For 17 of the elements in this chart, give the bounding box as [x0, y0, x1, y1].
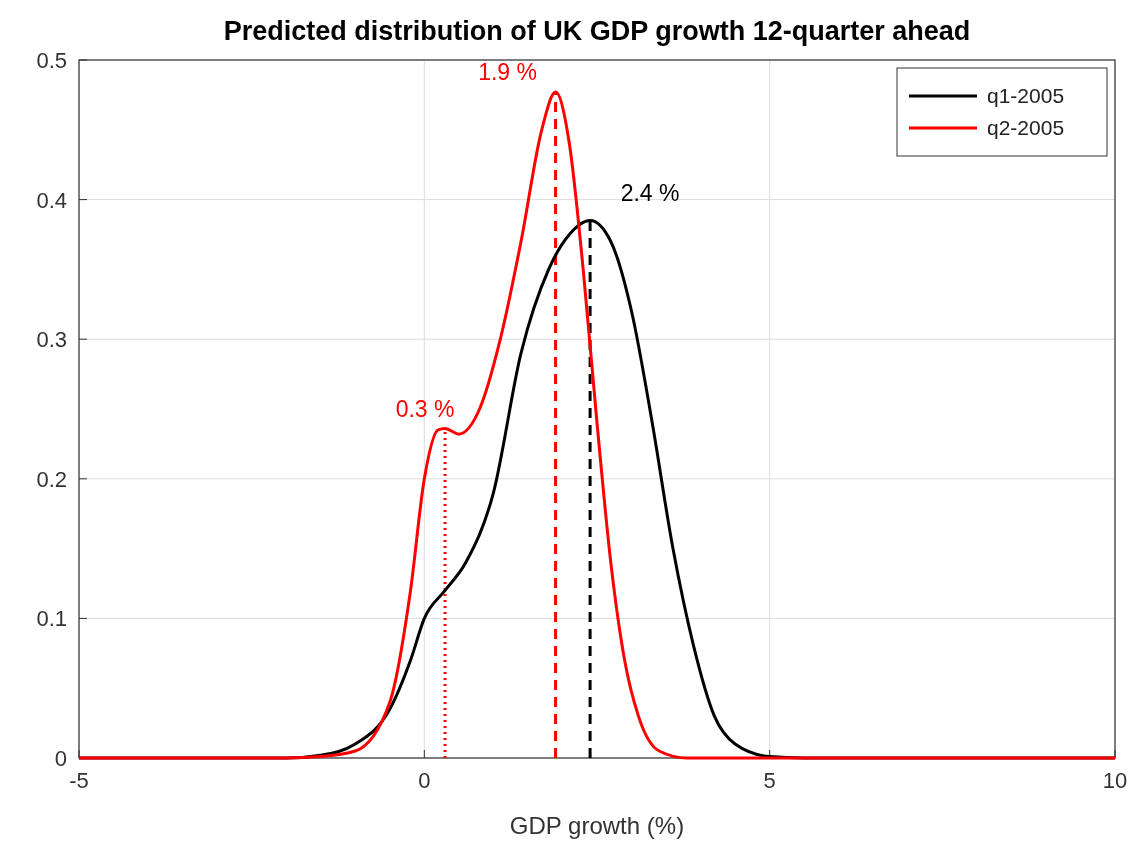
x-tick-label: -5 [69, 768, 89, 793]
y-tick-label: 0.4 [36, 187, 67, 213]
y-tick-label: 0.3 [36, 327, 67, 353]
ref-line-label: 2.4 % [620, 179, 680, 206]
x-tick-label: 10 [1102, 768, 1128, 793]
ref-line-label: 0.3 % [395, 395, 455, 422]
x-tick-label: 0 [418, 768, 431, 793]
y-tick-label: 0.1 [36, 606, 67, 632]
legend-label: q2-2005 [987, 116, 1065, 139]
chart-title: Predicted distribution of UK GDP growth 12-quarter ahead [223, 16, 971, 46]
y-tick-label: 0.5 [36, 48, 67, 73]
x-axis-title: GDP growth (%) [509, 812, 685, 839]
x-tick-label: 5 [763, 768, 776, 793]
y-tick-label: 0 [54, 746, 67, 771]
y-tick-label: 0.2 [36, 466, 67, 492]
legend-label: q1-2005 [987, 84, 1065, 107]
ref-line-label: 1.9 % [478, 59, 537, 86]
